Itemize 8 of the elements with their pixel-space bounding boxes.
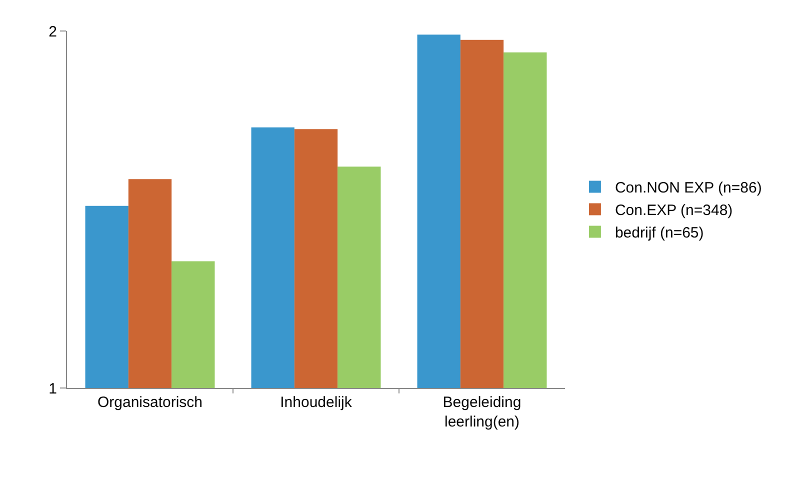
y-tick-label: 2 [48, 23, 57, 40]
x-tick-label: Begeleiding leerling(en) [442, 394, 522, 430]
legend-label: Con.NON EXP (n=86) [614, 180, 762, 197]
y-tick-label: 1 [48, 380, 57, 398]
legend-label: bedrijf (n=65) [614, 224, 704, 242]
x-tick-label: Organisatorisch [97, 394, 203, 411]
x-tick-label: Inhoudelijk [280, 394, 352, 411]
legend-label: Con.EXP (n=348) [614, 202, 733, 220]
